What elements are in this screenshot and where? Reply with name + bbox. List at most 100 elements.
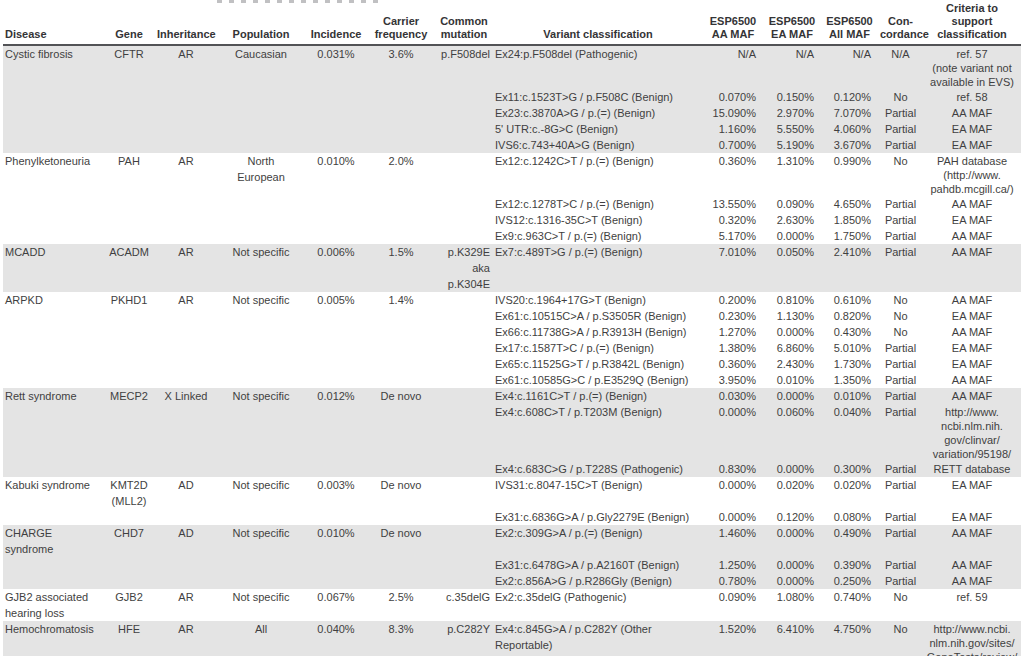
cell-classification: Ex2:c.856A>G / p.R286Gly (Benign) (493, 573, 703, 589)
cell-incidence: 0.010% (305, 525, 367, 557)
cell-all_maf: 1.350% (821, 372, 878, 388)
cell-aa_maf: 1.380% (703, 340, 763, 356)
cell-common_mutation (435, 212, 493, 228)
cell-gene: KMT2D (MLL2) (103, 477, 155, 509)
cell-population (217, 573, 305, 589)
cell-classification: Ex2:c.35delG (Pathogenic) (493, 589, 703, 621)
cell-common_mutation (435, 105, 493, 121)
cell-criteria: AA MAF (923, 196, 1021, 212)
cell-concordance: N/A (878, 45, 923, 89)
cell-population: North European (217, 153, 305, 196)
table-row: HemochromatosisHFEARAll0.040%8.3%p.C282Y… (3, 621, 1021, 656)
cell-carrier_frequency (367, 228, 435, 244)
cell-classification: Ex65:c.11525G>T / p.R3842L (Benign) (493, 356, 703, 372)
cell-ea_maf: 0.000% (763, 461, 821, 477)
cell-gene (103, 340, 155, 356)
column-header-common_mutation: Common mutation (435, 0, 493, 45)
table-row: IVS12:c.1316-35C>T (Benign)0.320%2.630%1… (3, 212, 1021, 228)
column-header-criteria: Criteria to support classification (923, 0, 1021, 45)
cell-common_mutation (435, 196, 493, 212)
cell-disease (3, 356, 103, 372)
cell-inheritance: AR (155, 244, 217, 292)
cell-inheritance: X Linked (155, 388, 217, 404)
cell-incidence (305, 461, 367, 477)
table-row: Ex31:c.6478G>A / p.A2160T (Benign)1.250%… (3, 557, 1021, 573)
table-row: PhenylketoneuriaPAHARNorth European0.010… (3, 153, 1021, 196)
cell-all_maf: 0.390% (821, 557, 878, 573)
cell-disease (3, 340, 103, 356)
cell-common_mutation (435, 525, 493, 557)
cell-carrier_frequency (367, 105, 435, 121)
cell-aa_maf: 5.170% (703, 228, 763, 244)
column-header-all_maf: ESP6500 All MAF (821, 0, 878, 45)
cell-inheritance: AR (155, 292, 217, 308)
cell-aa_maf: 0.780% (703, 573, 763, 589)
table-row: 5' UTR:c.-8G>C (Benign)1.160%5.550%4.060… (3, 121, 1021, 137)
table-row: Ex12:c.1278T>C / p.(=) (Benign)13.550%0.… (3, 196, 1021, 212)
cell-carrier_frequency (367, 557, 435, 573)
cell-incidence (305, 196, 367, 212)
cell-incidence: 0.067% (305, 589, 367, 621)
cell-carrier_frequency (367, 340, 435, 356)
cell-population (217, 404, 305, 461)
column-header-gene: Gene (103, 0, 155, 45)
cell-common_mutation (435, 89, 493, 105)
cell-inheritance (155, 356, 217, 372)
cell-all_maf: 1.750% (821, 228, 878, 244)
cell-common_mutation: p.F508del (435, 45, 493, 89)
cell-ea_maf: 0.000% (763, 557, 821, 573)
cell-concordance: Partial (878, 121, 923, 137)
cell-criteria: AA MAF (923, 388, 1021, 404)
cell-incidence: 0.010% (305, 153, 367, 196)
cell-aa_maf: 0.320% (703, 212, 763, 228)
cell-population (217, 212, 305, 228)
cell-incidence (305, 557, 367, 573)
cell-aa_maf: 1.460% (703, 525, 763, 557)
cell-ea_maf: 0.000% (763, 525, 821, 557)
cell-gene (103, 356, 155, 372)
cell-all_maf: 0.990% (821, 153, 878, 196)
cell-ea_maf: 0.000% (763, 388, 821, 404)
cell-common_mutation (435, 121, 493, 137)
cell-population (217, 196, 305, 212)
cell-common_mutation (435, 308, 493, 324)
cell-disease (3, 557, 103, 573)
cell-classification: Ex31:c.6836G>A / p.Gly2279E (Benign) (493, 509, 703, 525)
table-row: Kabuki syndromeKMT2D (MLL2)ADNot specifi… (3, 477, 1021, 509)
cell-criteria: ref. 57 (note variant not available in E… (923, 45, 1021, 89)
cell-carrier_frequency: De novo (367, 388, 435, 404)
table-row: Ex61:c.10585G>C / p.E3529Q (Benign)3.950… (3, 372, 1021, 388)
cell-inheritance (155, 89, 217, 105)
cell-incidence (305, 573, 367, 589)
cell-classification: Ex4:c.1161C>T / p.(=) (Benign) (493, 388, 703, 404)
cell-incidence: 0.012% (305, 388, 367, 404)
cell-ea_maf: 0.000% (763, 573, 821, 589)
cell-inheritance: AD (155, 525, 217, 557)
cell-population (217, 89, 305, 105)
cell-all_maf: 0.040% (821, 404, 878, 461)
cell-criteria: AA MAF (923, 557, 1021, 573)
cell-common_mutation: p.C282Y (435, 621, 493, 656)
cell-gene (103, 461, 155, 477)
cell-gene (103, 121, 155, 137)
cell-population: Not specific (217, 244, 305, 292)
cell-carrier_frequency: 3.6% (367, 45, 435, 89)
cell-disease (3, 573, 103, 589)
cell-inheritance (155, 324, 217, 340)
cell-gene: CFTR (103, 45, 155, 89)
cell-concordance: Partial (878, 212, 923, 228)
cell-classification: Ex12:c.1278T>C / p.(=) (Benign) (493, 196, 703, 212)
cell-aa_maf: 0.360% (703, 153, 763, 196)
cell-all_maf: 5.010% (821, 340, 878, 356)
cell-gene (103, 324, 155, 340)
cell-inheritance (155, 372, 217, 388)
cell-ea_maf: 2.970% (763, 105, 821, 121)
cell-common_mutation (435, 557, 493, 573)
cell-inheritance (155, 509, 217, 525)
cell-classification: 5' UTR:c.-8G>C (Benign) (493, 121, 703, 137)
cell-population: Not specific (217, 388, 305, 404)
cell-aa_maf: 13.550% (703, 196, 763, 212)
cell-carrier_frequency (367, 89, 435, 105)
cell-population (217, 356, 305, 372)
cell-incidence (305, 372, 367, 388)
